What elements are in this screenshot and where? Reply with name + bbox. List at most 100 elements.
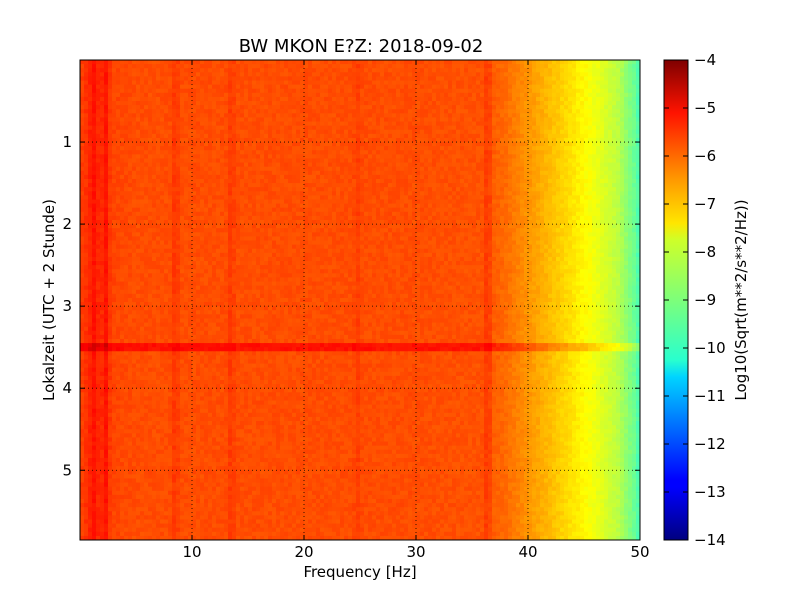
heatmap-cell (116, 72, 121, 77)
heatmap-cell (412, 126, 417, 131)
heatmap-cell (376, 122, 381, 127)
heatmap-cell (320, 134, 325, 139)
heatmap-cell (464, 105, 469, 110)
heatmap-cell (548, 158, 553, 163)
heatmap-cell (552, 60, 557, 65)
heatmap-cell (380, 191, 385, 196)
heatmap-cell (304, 134, 309, 139)
heatmap-cell (252, 109, 257, 114)
heatmap-cell (224, 179, 229, 184)
heatmap-cell (276, 122, 281, 127)
heatmap-cell (224, 134, 229, 139)
heatmap-cell (368, 109, 373, 114)
heatmap-cell (584, 113, 589, 118)
heatmap-cell (404, 93, 409, 98)
heatmap-cell (176, 204, 181, 209)
heatmap-cell (484, 72, 489, 77)
heatmap-cell (456, 64, 461, 69)
heatmap-cell (380, 130, 385, 135)
heatmap-cell (212, 72, 217, 77)
heatmap-cell (436, 171, 441, 176)
heatmap-cell (616, 117, 621, 122)
heatmap-cell (448, 68, 453, 73)
heatmap-cell (360, 195, 365, 200)
heatmap-cell (116, 76, 121, 81)
heatmap-cell (204, 85, 209, 90)
heatmap-cell (240, 68, 245, 73)
heatmap-cell (416, 76, 421, 81)
heatmap-cell (444, 117, 449, 122)
heatmap-cell (492, 158, 497, 163)
heatmap-cell (380, 76, 385, 81)
heatmap-cell (120, 93, 125, 98)
heatmap-cell (480, 154, 485, 159)
heatmap-cell (588, 167, 593, 172)
heatmap-cell (336, 89, 341, 94)
heatmap-cell (444, 76, 449, 81)
heatmap-cell (232, 183, 237, 188)
heatmap-cell (260, 163, 265, 168)
heatmap-cell (420, 154, 425, 159)
heatmap-cell (512, 163, 517, 168)
heatmap-cell (416, 97, 421, 102)
heatmap-cell (452, 187, 457, 192)
heatmap-cell (252, 179, 257, 184)
heatmap-cell (260, 113, 265, 118)
heatmap-cell (352, 158, 357, 163)
heatmap-cell (88, 171, 93, 176)
heatmap-cell (88, 146, 93, 151)
heatmap-cell (424, 175, 429, 180)
heatmap-cell (208, 68, 213, 73)
heatmap-cell (424, 117, 429, 122)
heatmap-cell (244, 60, 249, 65)
heatmap-cell (176, 191, 181, 196)
heatmap-cell (84, 122, 89, 127)
heatmap-cell (460, 167, 465, 172)
heatmap-cell (204, 117, 209, 122)
heatmap-cell (472, 89, 477, 94)
heatmap-cell (436, 89, 441, 94)
heatmap-cell (548, 179, 553, 184)
heatmap-cell (604, 187, 609, 192)
heatmap-cell (208, 117, 213, 122)
heatmap-cell (236, 199, 241, 204)
heatmap-cell (124, 122, 129, 127)
heatmap-cell (576, 101, 581, 106)
heatmap-cell (484, 195, 489, 200)
heatmap-cell (80, 167, 85, 172)
heatmap-cell (460, 183, 465, 188)
heatmap-cell (420, 85, 425, 90)
heatmap-cell (368, 183, 373, 188)
heatmap-cell (448, 154, 453, 159)
heatmap-cell (468, 158, 473, 163)
heatmap-cell (372, 204, 377, 209)
heatmap-cell (164, 64, 169, 69)
heatmap-cell (632, 105, 637, 110)
heatmap-cell (532, 72, 537, 77)
heatmap-cell (476, 171, 481, 176)
heatmap-cell (512, 97, 517, 102)
heatmap-cell (96, 122, 101, 127)
heatmap-cell (236, 171, 241, 176)
heatmap-cell (316, 158, 321, 163)
heatmap-cell (252, 105, 257, 110)
heatmap-cell (360, 122, 365, 127)
heatmap-cell (500, 101, 505, 106)
heatmap-cell (352, 163, 357, 168)
heatmap-cell (572, 146, 577, 151)
heatmap-cell (392, 89, 397, 94)
heatmap-cell (552, 85, 557, 90)
heatmap-cell (180, 97, 185, 102)
heatmap-cell (216, 167, 221, 172)
heatmap-cell (116, 179, 121, 184)
heatmap-cell (568, 85, 573, 90)
heatmap-cell (340, 109, 345, 114)
heatmap-cell (416, 85, 421, 90)
heatmap-cell (144, 187, 149, 192)
heatmap-cell (476, 76, 481, 81)
heatmap-cell (504, 81, 509, 86)
heatmap-cell (176, 72, 181, 77)
heatmap-cell (152, 64, 157, 69)
heatmap-cell (432, 64, 437, 69)
heatmap-cell (612, 146, 617, 151)
